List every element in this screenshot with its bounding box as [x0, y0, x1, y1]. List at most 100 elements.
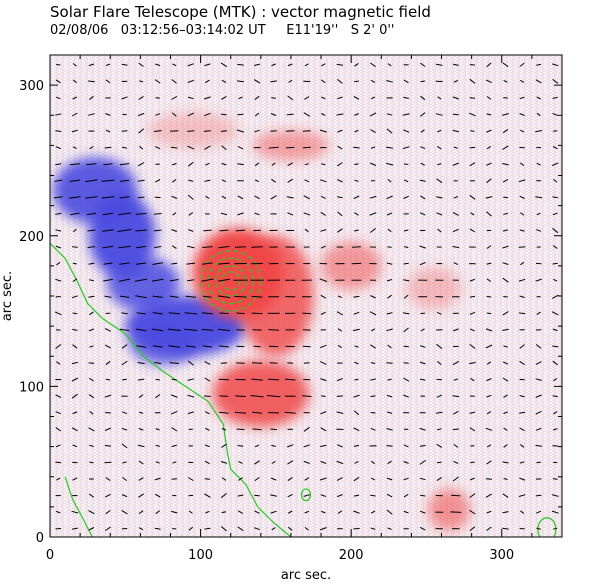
field-vector [337, 494, 343, 498]
field-vector [403, 129, 410, 133]
field-vector [419, 245, 426, 249]
field-vector [536, 510, 542, 514]
field-vector [486, 411, 492, 415]
field-vector [237, 195, 244, 200]
field-vector [336, 460, 344, 465]
field-vector [435, 411, 443, 414]
field-vector [237, 63, 244, 66]
field-vector [88, 493, 94, 498]
field-vector [402, 312, 410, 315]
field-vector [469, 427, 476, 432]
field-vector [201, 278, 214, 282]
field-vector [171, 112, 177, 117]
field-vector [386, 328, 393, 332]
field-vector [137, 362, 145, 365]
negative-polarity-region [129, 323, 197, 366]
field-vector [287, 162, 294, 167]
field-vector [171, 378, 177, 381]
field-vector [152, 328, 164, 332]
field-vector [370, 362, 376, 364]
field-vector [452, 129, 460, 133]
field-vector [188, 229, 194, 232]
field-vector [138, 510, 144, 515]
field-vector [469, 311, 476, 315]
field-vector [321, 395, 326, 397]
field-vector [420, 312, 426, 315]
field-vector [519, 96, 525, 100]
field-vector [437, 228, 442, 233]
field-vector [320, 245, 326, 249]
field-vector [137, 179, 145, 182]
field-vector [105, 344, 111, 349]
field-vector [55, 394, 62, 399]
field-vector [520, 212, 525, 216]
field-vector [502, 245, 509, 249]
field-vector [287, 460, 294, 465]
field-vector [138, 95, 144, 100]
field-vector [72, 461, 78, 464]
field-vector [287, 178, 294, 183]
field-vector [221, 162, 227, 166]
field-vector [71, 427, 78, 432]
field-vector [72, 278, 78, 283]
field-vector [221, 477, 227, 481]
field-vector [353, 494, 360, 497]
positive-polarity-region [427, 488, 471, 531]
field-vector [188, 510, 193, 514]
field-vector [217, 328, 230, 332]
field-vector [71, 510, 79, 514]
field-vector [519, 411, 526, 414]
field-vector [201, 328, 214, 331]
field-vector [119, 295, 130, 298]
field-vector [270, 195, 277, 200]
field-vector [152, 345, 163, 348]
field-vector [102, 229, 114, 232]
field-vector [486, 129, 492, 133]
field-vector [502, 377, 509, 382]
field-vector [469, 194, 476, 200]
field-vector [419, 427, 426, 431]
field-vector [502, 229, 509, 232]
field-vector [403, 477, 409, 481]
field-vector [121, 494, 128, 498]
field-vector [187, 194, 194, 200]
field-vector [452, 395, 460, 398]
field-vector [502, 163, 509, 166]
field-vector [268, 329, 280, 331]
field-vector [204, 411, 210, 415]
field-vector [336, 63, 344, 66]
field-vector [221, 113, 227, 116]
field-vector [154, 196, 161, 199]
field-vector [251, 246, 263, 248]
field-vector [486, 278, 492, 282]
field-vector [337, 162, 343, 167]
field-vector [386, 362, 393, 364]
field-vector [105, 526, 111, 531]
field-vector [502, 461, 509, 464]
field-vector [403, 96, 409, 99]
field-vector [218, 262, 230, 265]
field-vector [235, 395, 246, 397]
field-vector [55, 212, 62, 215]
field-vector [336, 395, 343, 397]
positive-polarity-region [253, 130, 329, 161]
field-vector [253, 63, 261, 66]
field-vector [419, 212, 426, 216]
field-vector [518, 278, 526, 282]
field-vector [337, 328, 342, 332]
field-vector [285, 146, 295, 149]
field-vector [370, 344, 376, 349]
field-vector [370, 510, 376, 514]
field-vector [304, 63, 309, 67]
field-vector [104, 394, 112, 398]
field-vector [337, 79, 343, 84]
field-vector [503, 196, 508, 199]
field-vector [535, 394, 542, 398]
field-vector [220, 212, 228, 216]
field-vector [419, 445, 426, 447]
field-vector [486, 245, 492, 249]
field-vector [136, 245, 147, 249]
field-vector [386, 212, 393, 216]
field-vector [186, 245, 195, 249]
field-vector [419, 378, 426, 381]
